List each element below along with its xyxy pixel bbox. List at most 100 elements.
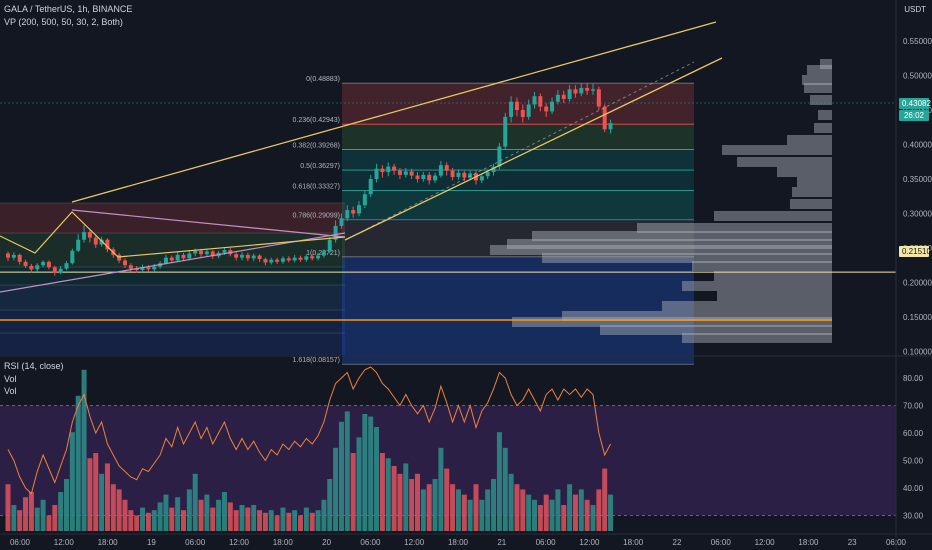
fib-level-label: 0.618(0.33327) <box>293 184 340 191</box>
volume-bar <box>479 499 485 531</box>
volume-bar <box>426 484 432 531</box>
candle-body <box>175 254 180 261</box>
candle-body <box>591 89 595 91</box>
time-tick-label: 20 <box>322 538 331 547</box>
volume-profile-bar <box>814 123 832 133</box>
candle-body <box>245 254 250 259</box>
volume-bar <box>58 492 64 531</box>
volume-bar <box>467 499 473 531</box>
candle-body <box>123 260 127 266</box>
volume-bar <box>128 510 134 531</box>
volume-bar <box>450 484 456 531</box>
fib-zone <box>342 256 694 365</box>
volume-bar <box>175 497 181 531</box>
volume-bar <box>227 502 233 531</box>
volume-profile-bar <box>542 253 832 263</box>
price-tick-label: 0.35000 <box>903 175 932 184</box>
rsi-line <box>7 366 611 495</box>
volume-bar <box>608 494 614 531</box>
volume-bar <box>438 447 444 531</box>
time-tick-label: 22 <box>673 538 682 547</box>
time-tick-label: 06:00 <box>10 538 31 547</box>
volume-bar <box>204 494 210 531</box>
volume-profile-bar <box>797 177 832 187</box>
volume-bar <box>543 494 549 531</box>
rsi-legend[interactable]: RSI (14, close) <box>4 361 64 371</box>
volume-profile-bar <box>790 199 832 209</box>
volume-bar <box>122 499 128 531</box>
time-tick-label: 19 <box>147 538 156 547</box>
time-tick-label: 23 <box>848 538 857 547</box>
candle-body <box>316 255 321 259</box>
volume-bar <box>461 494 467 531</box>
volume-bar <box>526 494 532 531</box>
volume-bar <box>514 484 520 531</box>
vol-legend-1[interactable]: Vol <box>4 374 17 384</box>
lower-channel-trendline <box>344 57 723 241</box>
fib-zone <box>342 149 694 171</box>
candle-body <box>450 170 455 177</box>
vol-legend-2[interactable]: Vol <box>4 386 17 396</box>
volume-bar <box>81 369 87 531</box>
price-tick-label: 0.10000 <box>903 348 932 357</box>
volume-bar <box>403 463 409 531</box>
fib-zone <box>342 124 694 150</box>
time-tick-label: 06:00 <box>711 538 732 547</box>
fib-level-label: 0(0.48883) <box>306 76 340 83</box>
volume-bar <box>444 468 450 531</box>
candle-body <box>427 174 432 181</box>
volume-profile-bar <box>804 83 832 93</box>
price-tick-label: 0.40000 <box>903 141 932 150</box>
candle-body <box>93 237 98 245</box>
candle-body <box>421 174 426 179</box>
volume-profile-bar <box>820 59 832 69</box>
candle-body <box>52 267 57 273</box>
candle-body <box>327 239 332 252</box>
volume-bar <box>385 458 391 531</box>
volume-profile-legend[interactable]: VP (200, 500, 50, 30, 2, Both) <box>4 17 123 27</box>
left-fib-zone <box>0 333 345 355</box>
candle-body <box>46 261 51 268</box>
time-tick-label: 18:00 <box>623 538 644 547</box>
volume-bar <box>239 505 245 531</box>
candle-body <box>64 263 69 269</box>
volume-bar <box>409 479 415 531</box>
volume-bar <box>157 502 163 531</box>
time-tick-label: 06:00 <box>536 538 557 547</box>
candle-body <box>29 265 34 270</box>
volume-profile-bar <box>717 291 832 301</box>
volume-profile-bar <box>722 145 832 155</box>
volume-profile-bar <box>787 135 832 145</box>
time-tick-label: 18:00 <box>798 538 819 547</box>
candle-body <box>263 259 268 263</box>
volume-profile-bar <box>714 271 832 281</box>
volume-bar <box>397 473 403 531</box>
candle-body <box>193 250 198 254</box>
candle-body <box>199 250 204 255</box>
symbol-legend[interactable]: GALA / TetherUS, 1h, BINANCE <box>4 4 133 14</box>
volume-bar <box>169 507 175 531</box>
volume-bar <box>192 473 198 531</box>
volume-bar <box>391 466 397 531</box>
volume-profile-bar <box>562 311 832 321</box>
candle-body <box>386 166 391 173</box>
volume-bar <box>186 489 192 531</box>
rsi-pane[interactable]: 80.00 70.00 60.00 50.00 40.00 30.00 <box>0 366 924 531</box>
volume-profile-bar <box>490 245 832 255</box>
candle-body <box>105 239 110 250</box>
left-fib-zone <box>0 285 345 310</box>
price-pane[interactable]: 0(0.48883) 0.236(0.42943) 0.382(0.39268) 0.… <box>0 21 896 365</box>
candle-body <box>257 255 262 260</box>
volume-bar <box>233 510 239 531</box>
time-tick-label: 12:00 <box>54 538 75 547</box>
candle-body <box>41 261 46 266</box>
candle-body <box>275 259 280 262</box>
volume-bar <box>163 494 169 531</box>
candle-body <box>280 258 285 262</box>
candle-body <box>304 256 309 260</box>
candle-body <box>181 254 186 259</box>
candle-body <box>82 232 87 240</box>
volume-bar <box>245 507 251 531</box>
